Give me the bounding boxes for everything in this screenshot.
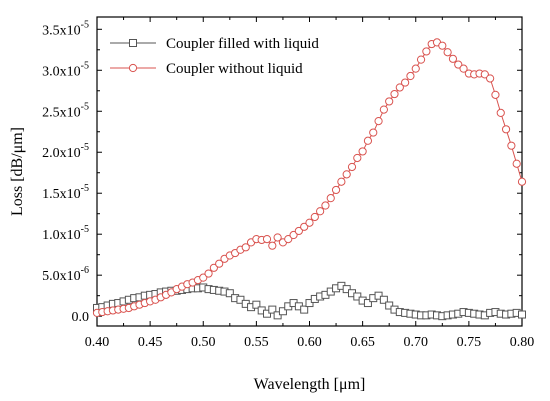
data-point: [363, 136, 373, 145]
data-point: [517, 177, 527, 186]
data-point: [236, 295, 245, 304]
series-layer: [92, 38, 527, 321]
x-axis: 0.40 0.45 0.50 0.55 0.60 0.65 0.70 0.75 0.80: [85, 17, 535, 350]
data-point: [379, 295, 388, 304]
data-point: [448, 54, 458, 63]
data-point: [501, 125, 511, 134]
data-point: [512, 159, 521, 168]
data-point: [331, 185, 341, 195]
data-point: [358, 147, 367, 156]
data-point: [385, 301, 394, 310]
data-point: [305, 299, 314, 308]
y-tick-label: 3.0x10-5: [42, 60, 89, 79]
data-point: [289, 230, 298, 240]
data-point: [353, 153, 362, 163]
data-point: [438, 41, 447, 50]
x-tick-label: 0.80: [510, 335, 535, 350]
data-point: [518, 310, 526, 319]
y-tick-label: 0.0: [72, 310, 90, 325]
data-point: [305, 218, 314, 227]
y-tick-label: 2.5x10-5: [42, 101, 89, 120]
data-point: [374, 291, 383, 300]
y-tick-label: 1.0x10-5: [42, 224, 89, 243]
data-point: [374, 116, 383, 126]
data-point: [225, 289, 234, 298]
data-point: [278, 307, 287, 316]
data-point: [486, 74, 495, 83]
data-point: [385, 97, 394, 106]
data-point: [395, 83, 404, 92]
x-tick-label: 0.45: [138, 335, 163, 350]
data-point: [300, 222, 309, 231]
data-point: [326, 194, 335, 203]
data-point: [263, 309, 271, 318]
legend-label: Coupler without liquid: [166, 61, 303, 77]
data-point: [284, 235, 293, 244]
data-point: [422, 47, 431, 56]
y-tick-label: 3.5x10-5: [42, 19, 89, 38]
data-point: [401, 78, 410, 87]
data-point: [294, 226, 303, 236]
data-point: [300, 305, 309, 314]
data-point: [369, 128, 378, 137]
data-point: [241, 243, 250, 252]
data-point: [268, 241, 277, 250]
data-point: [204, 269, 213, 278]
x-tick-label: 0.50: [191, 335, 216, 350]
data-point: [363, 299, 372, 308]
y-tick-label: 5.0x10-6: [42, 265, 89, 284]
series-line: [96, 41, 523, 314]
y-axis: 0.0 5.0x10-6 1.0x10-5 1.5x10-5 2.0x10-5 2.5x1…: [42, 19, 522, 325]
x-tick-label: 0.65: [350, 335, 375, 350]
data-point: [273, 233, 282, 242]
legend-marker: [129, 39, 137, 47]
data-point: [321, 201, 330, 210]
data-point: [496, 108, 505, 117]
data-point: [209, 263, 218, 272]
legend-label: Coupler filled with liquid: [166, 36, 319, 52]
y-axis-title: Loss [dB/μm]: [9, 127, 26, 216]
data-point: [507, 141, 516, 150]
data-point: [252, 300, 261, 309]
data-point: [416, 55, 426, 64]
data-point: [353, 292, 362, 301]
x-tick-label: 0.70: [404, 335, 429, 350]
data-point: [480, 70, 489, 79]
data-point: [459, 64, 468, 73]
data-point: [268, 305, 277, 314]
data-point: [491, 90, 500, 99]
data-point: [342, 285, 351, 294]
data-point: [337, 177, 346, 186]
data-point: [454, 60, 463, 69]
x-tick-label: 0.60: [297, 335, 322, 350]
data-point: [310, 212, 319, 222]
data-point: [411, 64, 420, 73]
data-point: [406, 71, 415, 81]
legend: Coupler filled with liquid Coupler withou…: [110, 36, 319, 77]
x-tick-label: 0.75: [457, 335, 482, 350]
data-point: [273, 311, 282, 320]
data-point: [215, 259, 224, 268]
data-point: [443, 48, 452, 57]
data-point: [316, 207, 325, 216]
legend-marker: [128, 63, 138, 73]
data-point: [379, 105, 388, 114]
data-point: [390, 89, 399, 99]
data-point: [199, 273, 208, 282]
data-point: [342, 170, 351, 179]
x-tick-label: 0.40: [85, 335, 110, 350]
data-point: [347, 162, 357, 172]
y-tick-label: 1.5x10-5: [42, 183, 89, 202]
series-without-liquid: [92, 38, 527, 317]
y-tick-label: 2.0x10-5: [42, 142, 89, 161]
x-axis-title: Wavelength [μm]: [254, 376, 366, 393]
x-tick-label: 0.55: [244, 335, 269, 350]
data-point: [262, 235, 272, 244]
